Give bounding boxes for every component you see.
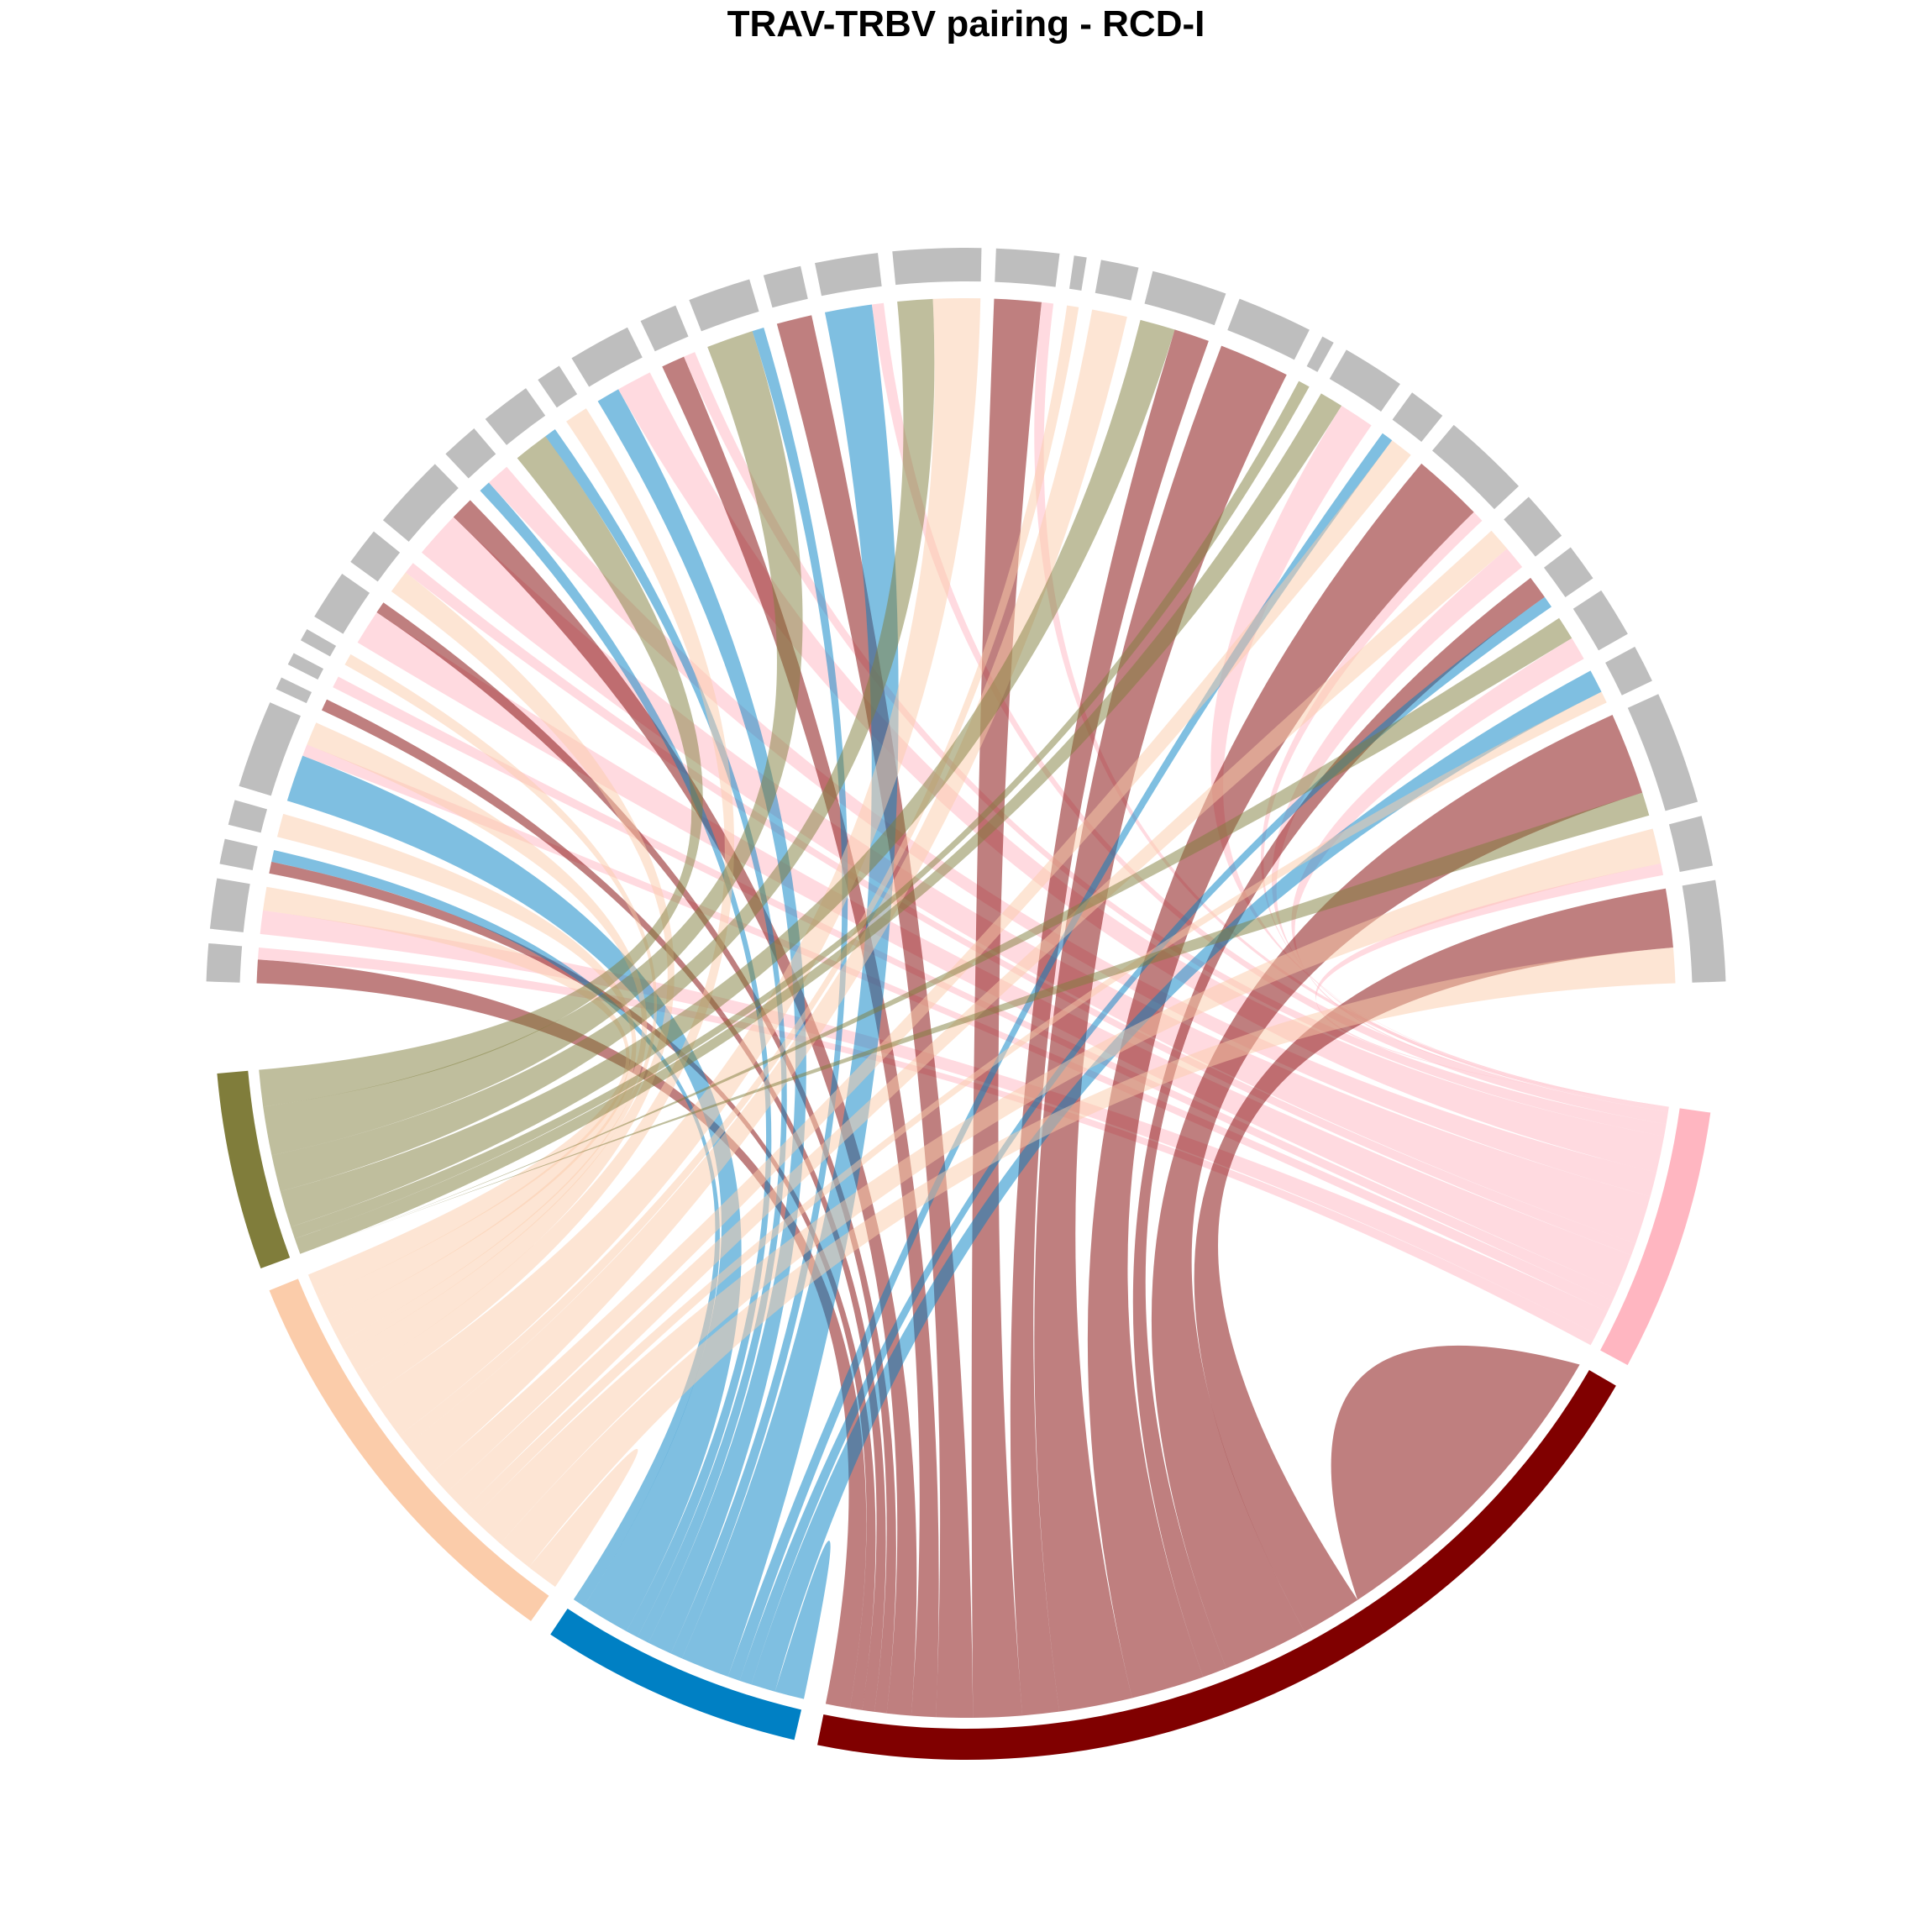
- trbv-sector-20: [892, 248, 982, 286]
- chord-link-13: [339, 654, 658, 1353]
- chord-link-29: [263, 331, 803, 1156]
- chord-link-42: [1034, 345, 1287, 1712]
- trav-sector-2: [269, 1278, 549, 1621]
- trbv-sector-8: [300, 628, 337, 657]
- trbv-sector-19: [815, 253, 882, 297]
- trbv-sector-13: [485, 388, 546, 445]
- trbv-sector-33: [1605, 646, 1652, 696]
- trbv-sector-28: [1392, 392, 1443, 443]
- chord-link-58: [1151, 715, 1643, 1669]
- trbv-sector-6: [276, 677, 312, 704]
- trav-sector-4: [817, 1370, 1616, 1760]
- chord-link-47: [430, 440, 1411, 1493]
- trbv-sector-26: [1306, 336, 1334, 372]
- trbv-sector-7: [287, 653, 324, 680]
- trbv-sector-11: [382, 464, 459, 542]
- trav-sector-1: [217, 1070, 291, 1269]
- trbv-sector-12: [445, 428, 496, 479]
- chord-link-residual-3: [774, 1541, 831, 1699]
- chord-link-27: [662, 356, 939, 1718]
- trbv-sector-24: [1144, 270, 1226, 326]
- chord-link-10: [307, 722, 648, 1342]
- chord-link-61: [1315, 863, 1669, 1107]
- trav-sector-5: [1600, 1108, 1711, 1366]
- chord-link-12: [333, 676, 1618, 1301]
- chord-link-4: [263, 886, 630, 1298]
- trbv-sector-27: [1329, 349, 1400, 412]
- chord-link-50: [447, 530, 1508, 1510]
- trbv-sector-25: [1227, 298, 1310, 360]
- chord-link-41: [1010, 329, 1209, 1716]
- chord-link-59: [300, 792, 1650, 1254]
- trbv-sector-16: [640, 305, 689, 352]
- trbv-sector-32: [1572, 590, 1628, 651]
- chord-link-48: [1087, 463, 1474, 1698]
- chord-link-18: [421, 517, 1651, 1244]
- trbv-sector-35: [1668, 816, 1713, 873]
- chord-link-31: [776, 315, 974, 1718]
- trav-sector-3: [550, 1608, 802, 1740]
- trbv-sector-34: [1627, 694, 1698, 811]
- trbv-sector-14: [538, 365, 578, 408]
- trbv-sector-17: [689, 279, 759, 332]
- trbv-sector-5: [239, 702, 301, 796]
- trbv-sector-9: [314, 574, 370, 634]
- trbv-sector-31: [1544, 547, 1593, 598]
- chord-link-16: [345, 572, 675, 1374]
- trbv-sector-22: [1069, 255, 1087, 291]
- trbv-sector-2: [209, 878, 250, 932]
- trbv-sector-4: [228, 800, 267, 833]
- trbv-sector-29: [1432, 424, 1520, 510]
- trbv-sector-36: [1682, 879, 1726, 983]
- chord-link-8: [286, 755, 742, 1632]
- trbv-sector-18: [763, 265, 808, 308]
- chord-links: [256, 298, 1676, 1718]
- chart-title: TRAV-TRBV pairing - RCD-I: [727, 3, 1205, 45]
- chord-link-52: [1132, 577, 1545, 1677]
- chord-link-32: [681, 304, 899, 1677]
- trbv-sector-3: [219, 838, 258, 870]
- chord-link-51: [1271, 549, 1669, 1107]
- trbv-sector-21: [995, 248, 1060, 287]
- trbv-sector-30: [1504, 496, 1562, 557]
- chord-link-14: [357, 612, 1632, 1290]
- trbv-sector-23: [1095, 260, 1139, 301]
- trbv-sector-1: [206, 942, 243, 983]
- chord-link-residual-2: [528, 1448, 638, 1588]
- trbv-sector-15: [571, 327, 643, 387]
- chord-sectors: [206, 248, 1726, 1760]
- trbv-sector-10: [350, 531, 401, 582]
- chord-link-residual-4: [1331, 1345, 1580, 1600]
